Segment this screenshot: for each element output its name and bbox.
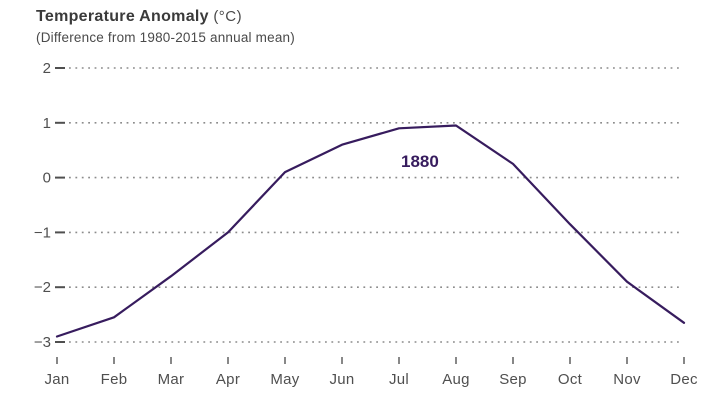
x-tick-label-Sep: Sep xyxy=(499,371,527,388)
x-tick-label-Jul: Jul xyxy=(389,371,409,388)
gridlines xyxy=(69,67,683,343)
y-tick-label--3: −3 xyxy=(34,334,51,351)
x-tick-label-Feb: Feb xyxy=(101,371,128,388)
y-tick-label-1: 1 xyxy=(43,115,51,132)
series-line-1880 xyxy=(55,124,686,338)
x-tick-label-Jan: Jan xyxy=(44,371,69,388)
x-tick-label-Jun: Jun xyxy=(329,371,354,388)
y-tick-label-0: 0 xyxy=(43,170,51,187)
x-axis: Jan Feb Mar Apr May Jun Jul Aug Sep Oct Nov Dec xyxy=(44,357,698,388)
x-tick-label-Mar: Mar xyxy=(158,371,185,388)
x-tick-label-Oct: Oct xyxy=(558,371,583,388)
x-tick-label-May: May xyxy=(270,371,299,388)
series-label: 1880 xyxy=(401,152,439,171)
y-tick-label--2: −2 xyxy=(34,279,51,296)
x-tick-label-Nov: Nov xyxy=(613,371,641,388)
y-axis: 2 1 0 −1 −2 −3 xyxy=(34,60,65,351)
x-tick-label-Apr: Apr xyxy=(216,371,240,388)
x-tick-label-Aug: Aug xyxy=(442,371,470,388)
y-tick-label-2: 2 xyxy=(43,60,51,77)
x-tick-label-Dec: Dec xyxy=(670,371,698,388)
y-tick-label--1: −1 xyxy=(34,224,51,241)
